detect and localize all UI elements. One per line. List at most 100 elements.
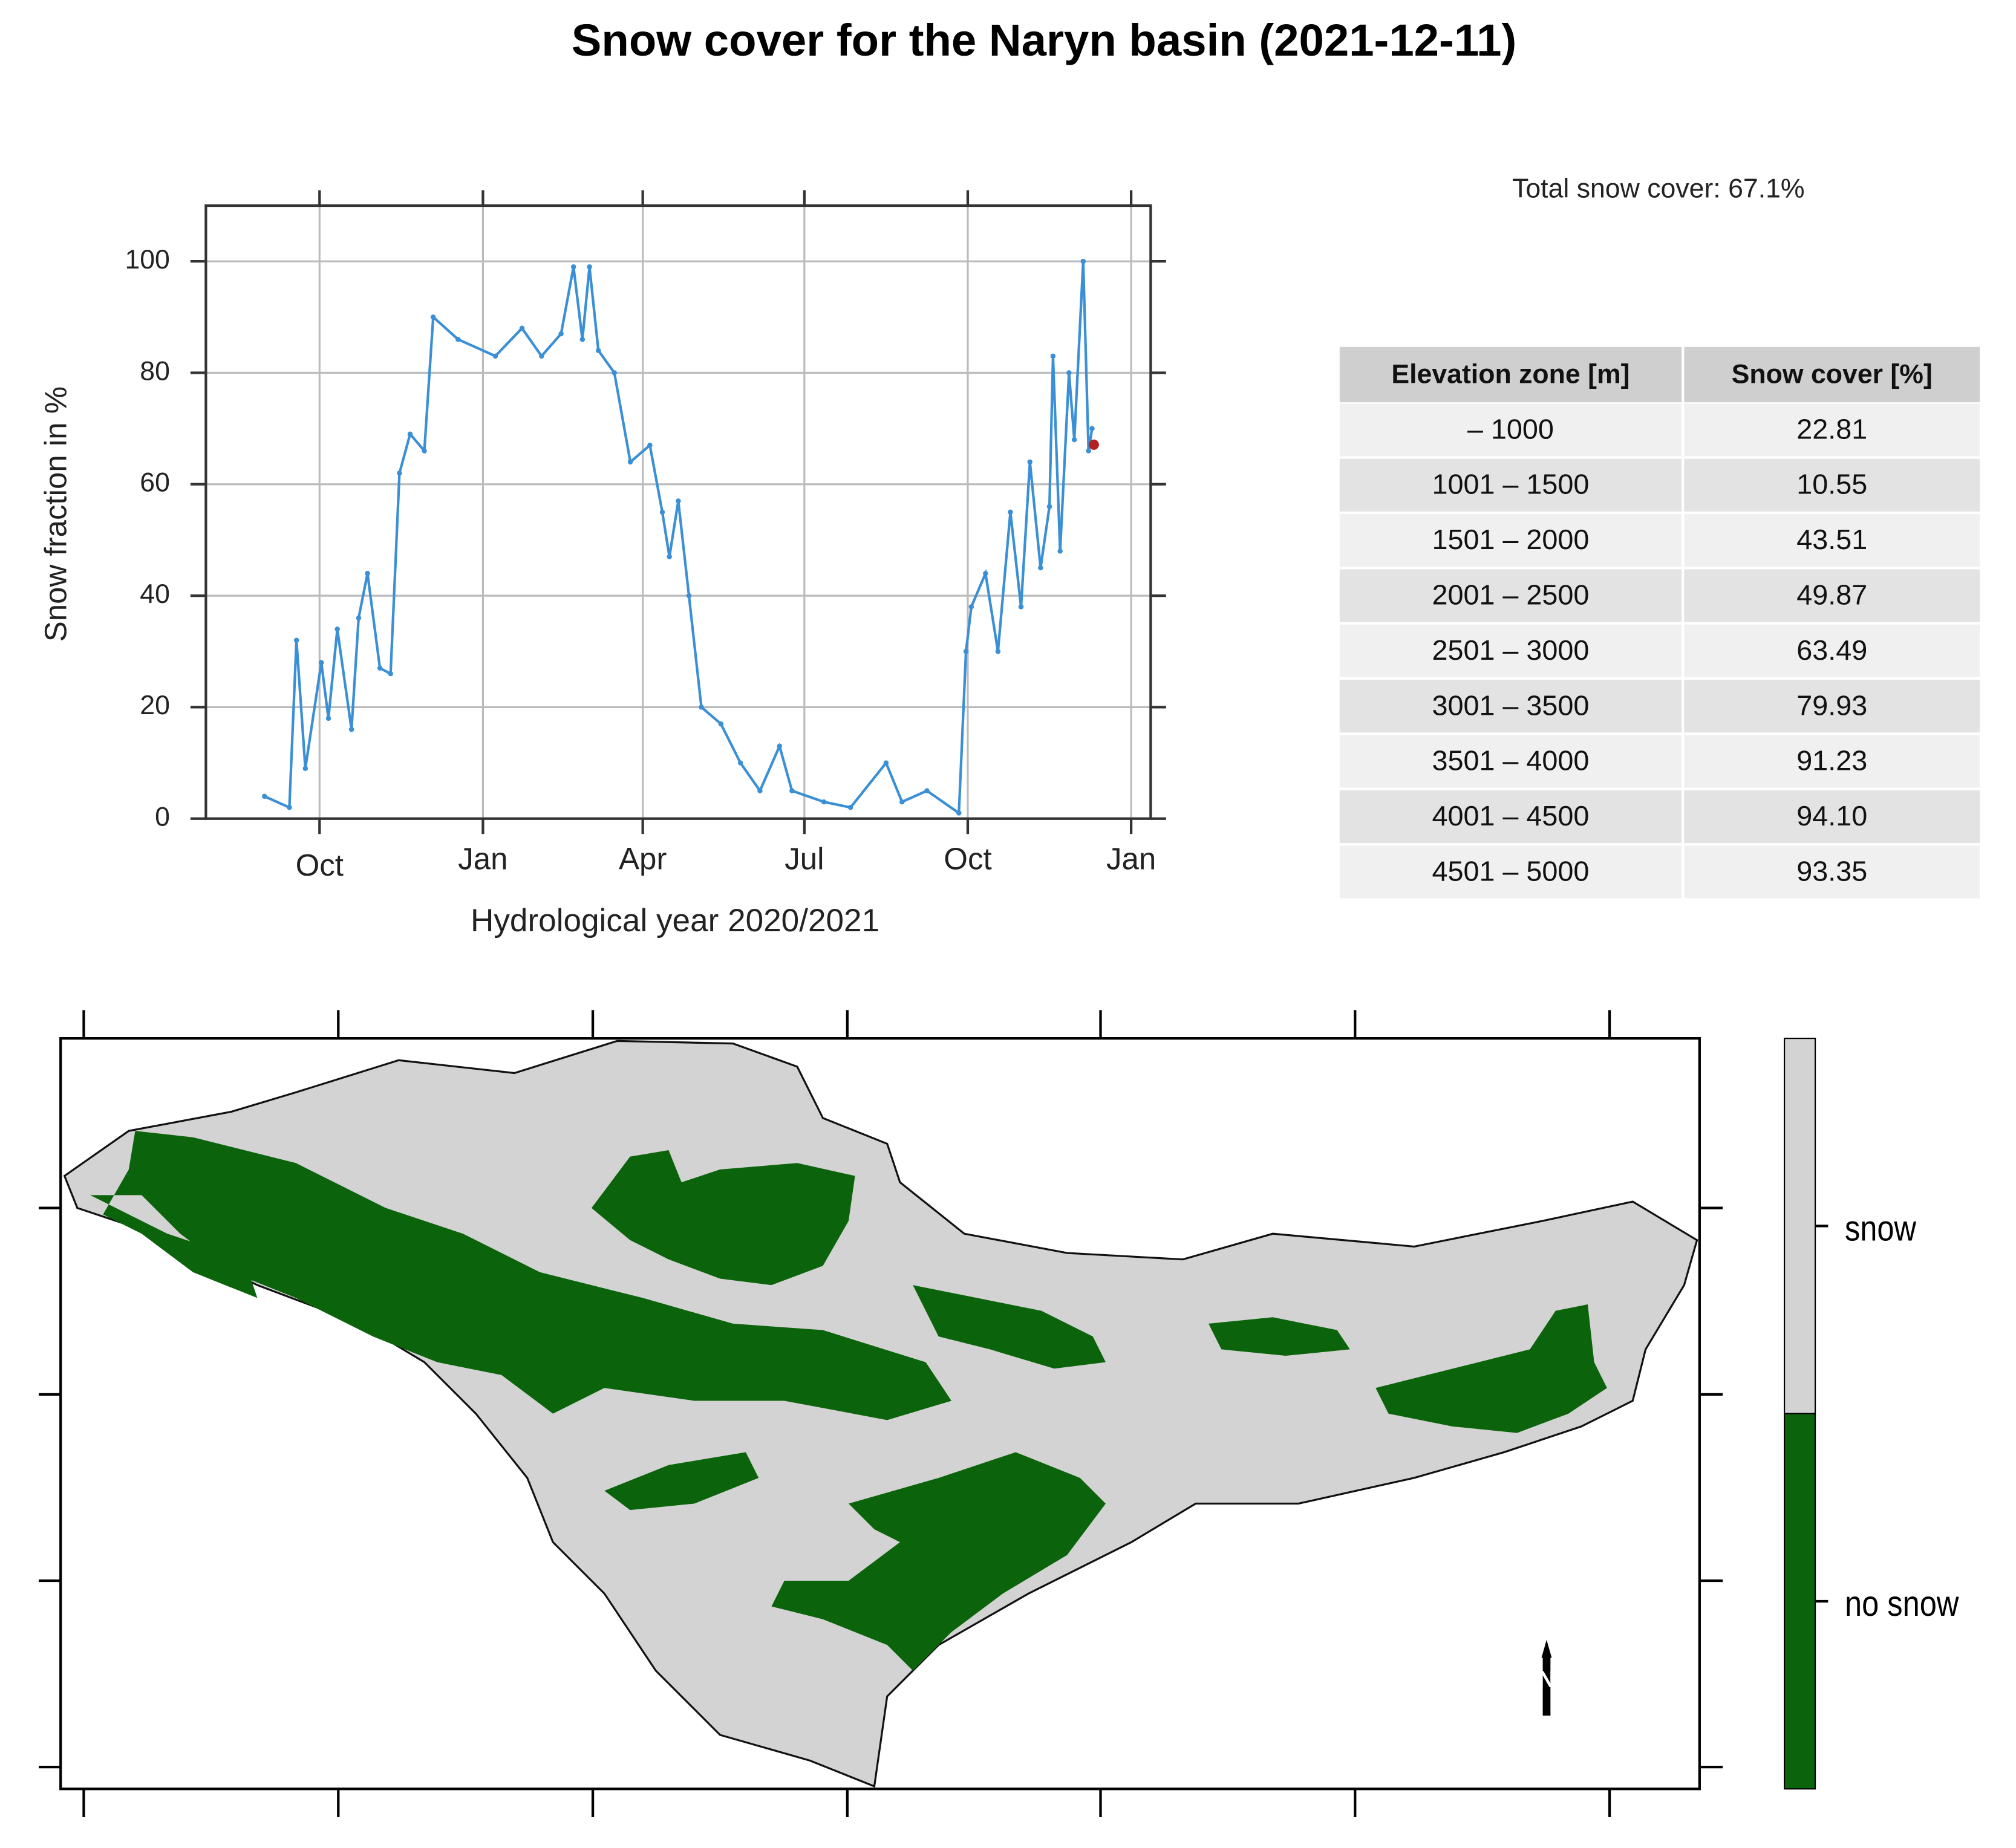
cell-text: 22.81 bbox=[1796, 413, 1867, 444]
cell-text: 1001 – 1500 bbox=[1432, 469, 1589, 500]
cell-text: 49.87 bbox=[1796, 579, 1867, 610]
table-cell bbox=[1339, 735, 1682, 788]
no-snow-patch bbox=[1209, 1317, 1350, 1356]
snow-point bbox=[777, 743, 783, 749]
snow-point bbox=[302, 766, 308, 772]
y-tick-label: 100 bbox=[125, 245, 169, 275]
snow-point bbox=[579, 336, 586, 342]
cell-text: 3001 – 3500 bbox=[1432, 689, 1589, 721]
cell-text: 94.10 bbox=[1796, 800, 1867, 831]
legend-label: no snow bbox=[1845, 1583, 1959, 1624]
snow-point bbox=[334, 626, 340, 632]
snow-point bbox=[1086, 448, 1091, 454]
header-text: Elevation zone [m] bbox=[1391, 359, 1629, 389]
snow-point bbox=[1080, 258, 1086, 264]
cell-text: 43.51 bbox=[1796, 524, 1867, 555]
x-tick-label: Jul bbox=[785, 841, 824, 876]
snow-point bbox=[348, 727, 354, 732]
no-snow-areas bbox=[90, 1131, 1607, 1671]
snow-point bbox=[883, 760, 889, 766]
snow-point bbox=[1066, 370, 1072, 376]
snow-point bbox=[539, 353, 544, 359]
snow-point bbox=[377, 665, 383, 671]
snow-point bbox=[455, 336, 461, 342]
snow-point bbox=[407, 431, 413, 437]
legend-no-snow bbox=[1784, 1413, 1816, 1790]
elevation-table: Elevation zone [m] Snow cover [%] – 1000 22… bbox=[1339, 346, 1980, 899]
snow-point bbox=[647, 443, 653, 448]
table-cell bbox=[1339, 790, 1682, 844]
current-point bbox=[1088, 439, 1099, 450]
table-cell bbox=[1339, 569, 1682, 622]
table-cell bbox=[1684, 735, 1980, 788]
y-tick-label: 0 bbox=[155, 802, 170, 832]
x-tick-label: Jan bbox=[458, 841, 507, 876]
snow-point bbox=[287, 805, 292, 810]
snow-point bbox=[262, 793, 267, 799]
legend-snow bbox=[1784, 1038, 1816, 1414]
cell-text: 2001 – 2500 bbox=[1432, 579, 1589, 610]
snow-point bbox=[627, 459, 633, 465]
snow-point bbox=[924, 788, 930, 793]
snow-point bbox=[1038, 565, 1043, 571]
snow-point bbox=[519, 325, 525, 331]
no-snow-patch bbox=[604, 1452, 759, 1511]
cell-text: 79.93 bbox=[1796, 689, 1867, 721]
snow-point bbox=[847, 805, 853, 810]
snow-point bbox=[983, 571, 988, 576]
snow-point bbox=[596, 348, 601, 353]
snow-point bbox=[388, 671, 393, 677]
x-tick-label: Oct bbox=[296, 848, 344, 882]
cell-text: 3501 – 4000 bbox=[1432, 745, 1589, 776]
snow-point bbox=[293, 637, 299, 643]
snow-point bbox=[899, 799, 905, 805]
snow-point bbox=[718, 721, 724, 727]
line-chart: 0 20 40 60 80 100 Oct Jan Apr Jul Oct Jan bbox=[125, 190, 1166, 882]
y-tick-label: 80 bbox=[140, 356, 170, 386]
snow-point bbox=[1089, 426, 1095, 431]
y-tick-label: 20 bbox=[140, 691, 170, 720]
cell-text: 63.49 bbox=[1796, 634, 1867, 666]
y-axis-label: Snow fraction in % bbox=[38, 386, 73, 642]
snow-point bbox=[1046, 504, 1052, 509]
legend-label: snow bbox=[1845, 1208, 1917, 1249]
table-cell bbox=[1339, 458, 1682, 512]
snow-point bbox=[1018, 604, 1024, 610]
snow-point bbox=[397, 470, 402, 476]
page-title: Snow cover for the Naryn basin (2021-12-… bbox=[572, 15, 1516, 65]
table-cell bbox=[1684, 845, 1980, 899]
svg-text:N: N bbox=[1538, 1667, 1555, 1693]
table-cell bbox=[1339, 403, 1682, 457]
y-tick-label: 40 bbox=[140, 579, 170, 609]
snow-point bbox=[430, 314, 436, 320]
no-snow-patch bbox=[771, 1452, 1106, 1671]
no-snow-patch bbox=[90, 1131, 951, 1420]
total-snow-cover: Total snow cover: 67.1% bbox=[1512, 174, 1805, 203]
cell-text: – 1000 bbox=[1467, 413, 1554, 444]
snow-point bbox=[821, 799, 827, 805]
snow-map: snow no snow N bbox=[39, 1010, 1959, 1817]
snow-point bbox=[1057, 548, 1063, 554]
snow-point bbox=[356, 615, 362, 621]
header-cell bbox=[1339, 346, 1682, 403]
snow-point bbox=[558, 331, 564, 337]
snow-point bbox=[587, 264, 592, 270]
table-cell bbox=[1339, 624, 1682, 677]
snow-point bbox=[686, 593, 692, 599]
table-cell bbox=[1684, 569, 1980, 622]
map-frame bbox=[59, 1037, 1701, 1791]
snow-point bbox=[757, 788, 763, 793]
snow-point bbox=[422, 448, 427, 454]
snow-point bbox=[492, 353, 498, 359]
snow-point bbox=[1027, 459, 1032, 465]
table-cell bbox=[1684, 624, 1980, 677]
snow-point bbox=[1050, 353, 1056, 359]
snow-point bbox=[963, 649, 969, 654]
table-cell bbox=[1339, 680, 1682, 733]
table-cell bbox=[1684, 680, 1980, 733]
cell-text: 1501 – 2000 bbox=[1432, 524, 1589, 555]
table-cell bbox=[1684, 403, 1980, 457]
snow-point bbox=[365, 571, 370, 576]
x-tick-label: Oct bbox=[944, 841, 991, 876]
